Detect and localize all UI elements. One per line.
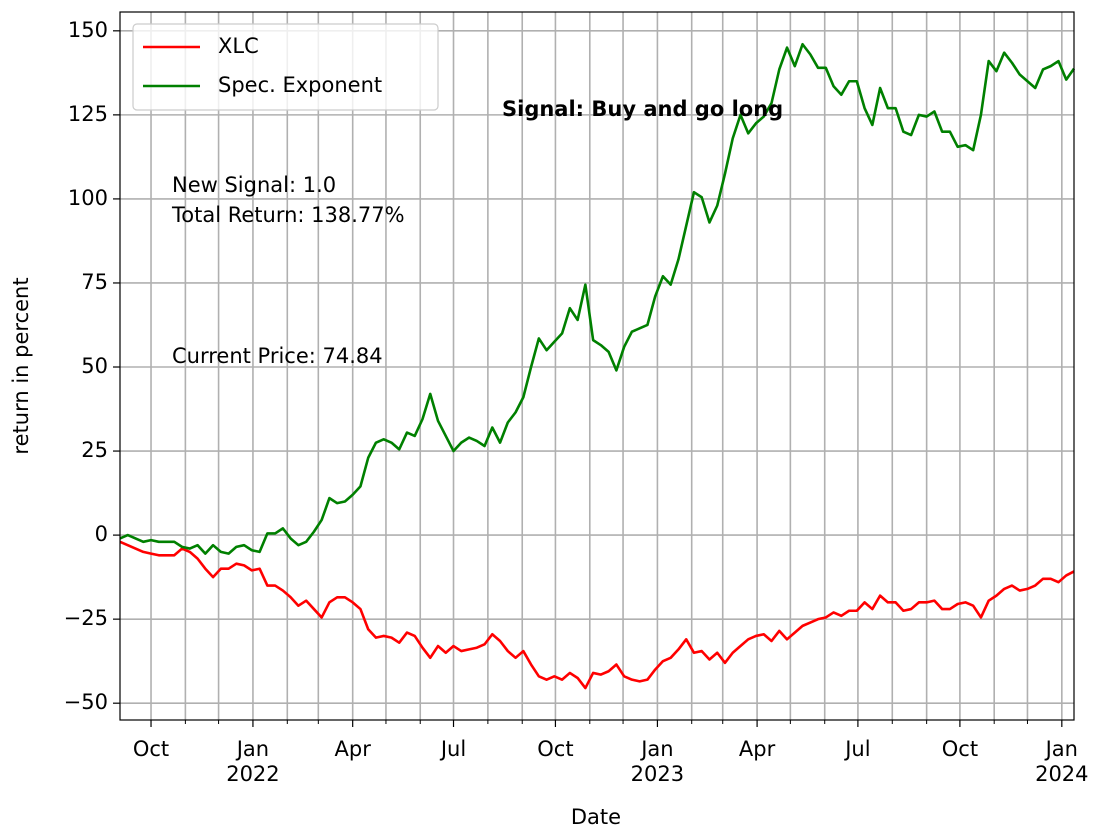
y-tick-label: −50 — [64, 690, 108, 714]
annotation: Current Price: 74.84 — [172, 344, 383, 368]
y-axis-label: return in percent — [9, 277, 33, 454]
signal-annotation: Signal: Buy and go long — [502, 97, 783, 121]
x-tick-label: Jul — [845, 737, 871, 761]
line-series — [119, 540, 1075, 690]
x-tick-label: Apr — [334, 737, 371, 761]
annotation: Total Return: 138.77% — [171, 203, 405, 227]
y-tick-label: 25 — [81, 438, 108, 462]
x-tick-label: Jan 2023 — [630, 737, 685, 786]
annotation: New Signal: 1.0 — [172, 173, 336, 197]
x-axis-label: Date — [571, 805, 621, 829]
x-tick-label: Jan 2022 — [226, 737, 280, 786]
y-tick-label: 150 — [68, 18, 108, 42]
plot-area — [120, 12, 1074, 720]
x-tick-label: Oct — [537, 737, 574, 761]
y-tick-label: 125 — [68, 102, 108, 126]
line-series — [119, 42, 1076, 555]
legend-label: XLC — [218, 34, 259, 58]
y-tick-label: 0 — [95, 522, 108, 546]
y-tick-label: 75 — [81, 270, 108, 294]
x-tick-label: Jul — [440, 737, 467, 761]
axes-frame — [119, 11, 1075, 721]
legend-box — [132, 23, 439, 111]
y-tick-label: 100 — [68, 186, 108, 210]
x-tick-label: Oct — [132, 737, 170, 761]
legend-label: Spec. Exponent — [218, 73, 382, 97]
y-tick-label: 50 — [81, 354, 108, 378]
y-tick-label: −25 — [64, 606, 108, 630]
x-tick-label: Oct — [941, 737, 979, 761]
x-tick-label: Apr — [738, 737, 776, 761]
x-tick-label: Jan 2024 — [1035, 737, 1089, 786]
